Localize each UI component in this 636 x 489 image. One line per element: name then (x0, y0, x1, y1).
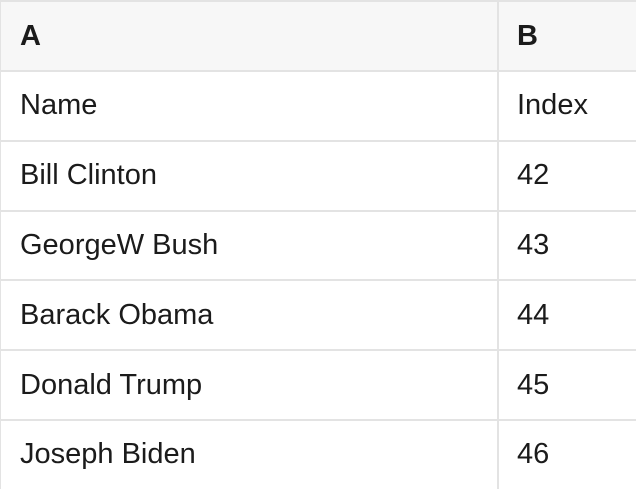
table-cell-index[interactable]: 42 (517, 159, 550, 192)
table-row: GeorgeW Bush 43 (1, 211, 636, 282)
column-header-a[interactable]: A (1, 2, 499, 70)
table-cell-index[interactable]: 43 (517, 228, 550, 261)
table-row: Joseph Biden 46 (1, 420, 636, 489)
table-row: Bill Clinton 42 (1, 141, 636, 212)
table-row: Name Index (1, 72, 636, 142)
table-cell-name[interactable]: Barack Obama (1, 281, 499, 350)
table-cell-name[interactable]: Joseph Biden (1, 420, 499, 489)
column-header-b[interactable]: B (517, 19, 538, 52)
table-cell-index[interactable]: 46 (517, 438, 550, 471)
table-cell-index[interactable]: 44 (517, 298, 550, 331)
table-cell-name[interactable]: Bill Clinton (1, 141, 499, 210)
table-cell-index[interactable]: 45 (517, 368, 550, 401)
table-cell-name[interactable]: Name (1, 72, 499, 140)
table-cell-name[interactable]: Donald Trump (1, 351, 499, 419)
table-cell-name[interactable]: GeorgeW Bush (1, 211, 499, 280)
table-row: Barack Obama 44 (1, 281, 636, 352)
table-row: Donald Trump 45 (1, 351, 636, 421)
table-cell-index[interactable]: Index (517, 89, 588, 122)
column-header-row: A B (1, 2, 636, 72)
